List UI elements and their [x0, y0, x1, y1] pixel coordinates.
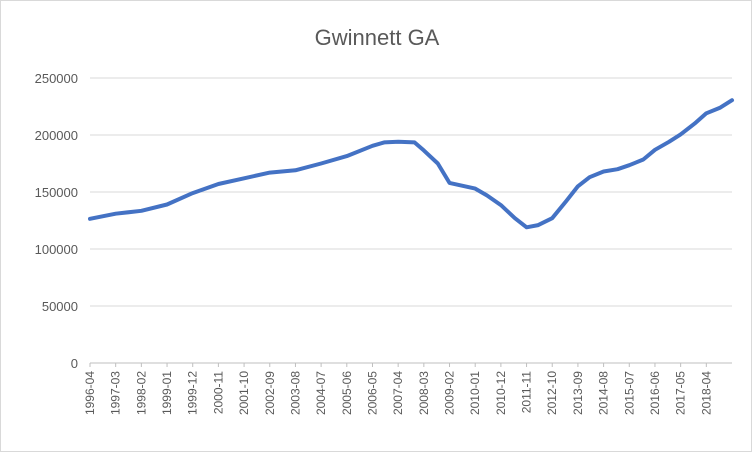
y-tick-label: 50000 [42, 299, 78, 314]
gridlines [90, 77, 732, 307]
x-tick-label: 2016-06 [648, 371, 662, 415]
y-axis-ticks: 0 50000 100000 150000 200000 250000 [35, 71, 78, 371]
series-line [88, 98, 734, 230]
x-tick-label: 2013-09 [571, 371, 585, 415]
x-tick-label: 2009-02 [443, 371, 457, 415]
y-tick-label: 100000 [35, 242, 78, 257]
x-tick-label: 2004-07 [314, 371, 328, 415]
x-tick-label: 1998-02 [134, 371, 148, 415]
y-tick-label: 0 [71, 356, 78, 371]
x-tick-label: 2014-08 [597, 371, 611, 415]
x-tick-label: 2017-05 [674, 371, 688, 415]
x-tick-label: 2012-10 [545, 371, 559, 415]
x-tick-label: 2010-12 [494, 371, 508, 415]
x-tick-label: 1997-03 [109, 371, 123, 415]
x-axis-ticks: 1996-04 1997-03 1998-02 1999-01 1999-12 2000-… [83, 363, 713, 415]
x-tick-label: 1999-12 [186, 371, 200, 415]
y-tick-label: 150000 [35, 185, 78, 200]
chart-title: Gwinnett GA [315, 25, 440, 50]
x-tick-label: 2011-11 [520, 371, 534, 414]
x-tick-label: 2018-04 [699, 371, 713, 415]
x-tick-label: 2006-05 [365, 371, 379, 415]
x-tick-label: 2000-11 [211, 371, 225, 414]
y-tick-label: 250000 [35, 71, 78, 86]
y-tick-label: 200000 [35, 128, 78, 143]
x-tick-label: 2002-09 [263, 371, 277, 415]
x-tick-label: 2008-03 [417, 371, 431, 415]
x-tick-label: 2003-08 [288, 371, 302, 415]
x-tick-label: 1996-04 [83, 371, 97, 415]
x-tick-label: 1999-01 [160, 371, 174, 415]
x-tick-label: 2015-07 [622, 371, 636, 415]
x-tick-label: 2001-10 [237, 371, 251, 415]
x-tick-label: 2005-06 [340, 371, 354, 415]
x-tick-label: 2007-04 [391, 371, 405, 415]
x-tick-label: 2010-01 [468, 371, 482, 415]
